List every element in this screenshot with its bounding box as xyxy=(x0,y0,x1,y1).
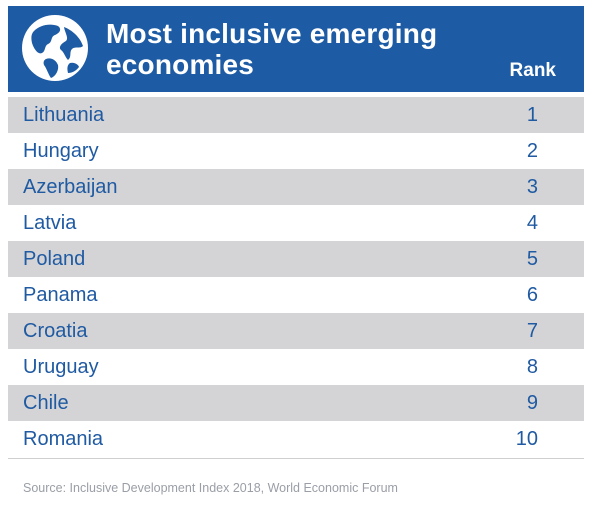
country-label: Panama xyxy=(23,284,98,306)
table-row: Poland 5 xyxy=(8,241,584,277)
chart-card: Most inclusive emerging economies Rank L… xyxy=(8,6,584,498)
rank-value: 6 xyxy=(526,284,538,306)
table-row: Uruguay 8 xyxy=(8,349,584,385)
ranking-table: Lithuania 1 Hungary 2 Azerbaijan 3 Latvia 4 Pola… xyxy=(8,97,584,457)
source-note: Source: Inclusive Development Index 2018… xyxy=(23,481,398,495)
rank-column-header: Rank xyxy=(509,60,556,81)
rank-value: 7 xyxy=(526,320,538,342)
table-row: Lithuania 1 xyxy=(8,97,584,133)
country-label: Latvia xyxy=(23,212,77,234)
table-row: Croatia 7 xyxy=(8,313,584,349)
country-label: Poland xyxy=(23,248,86,270)
table-row: Romania 10 xyxy=(8,421,584,457)
rank-value: 4 xyxy=(526,212,538,234)
rank-value: 10 xyxy=(515,428,538,450)
country-label: Romania xyxy=(23,428,104,450)
table-row: Azerbaijan 3 xyxy=(8,169,584,205)
country-label: Uruguay xyxy=(23,356,99,378)
country-label: Lithuania xyxy=(23,104,105,126)
globe-icon xyxy=(22,15,88,81)
rank-value: 5 xyxy=(526,248,538,270)
country-label: Chile xyxy=(23,392,69,414)
table-row: Panama 6 xyxy=(8,277,584,313)
rank-value: 8 xyxy=(526,356,538,378)
rank-value: 2 xyxy=(526,140,538,162)
rank-value: 1 xyxy=(526,104,538,126)
chart-title: Most inclusive emerging economies xyxy=(106,18,438,80)
rank-value: 3 xyxy=(526,176,538,198)
table-row: Latvia 4 xyxy=(8,205,584,241)
table-row: Hungary 2 xyxy=(8,133,584,169)
country-label: Hungary xyxy=(23,140,99,162)
divider xyxy=(8,458,584,459)
rank-value: 9 xyxy=(526,392,538,414)
country-label: Croatia xyxy=(23,320,88,342)
table-row: Chile 9 xyxy=(8,385,584,421)
chart-header: Most inclusive emerging economies Rank xyxy=(8,6,584,92)
country-label: Azerbaijan xyxy=(23,176,118,198)
